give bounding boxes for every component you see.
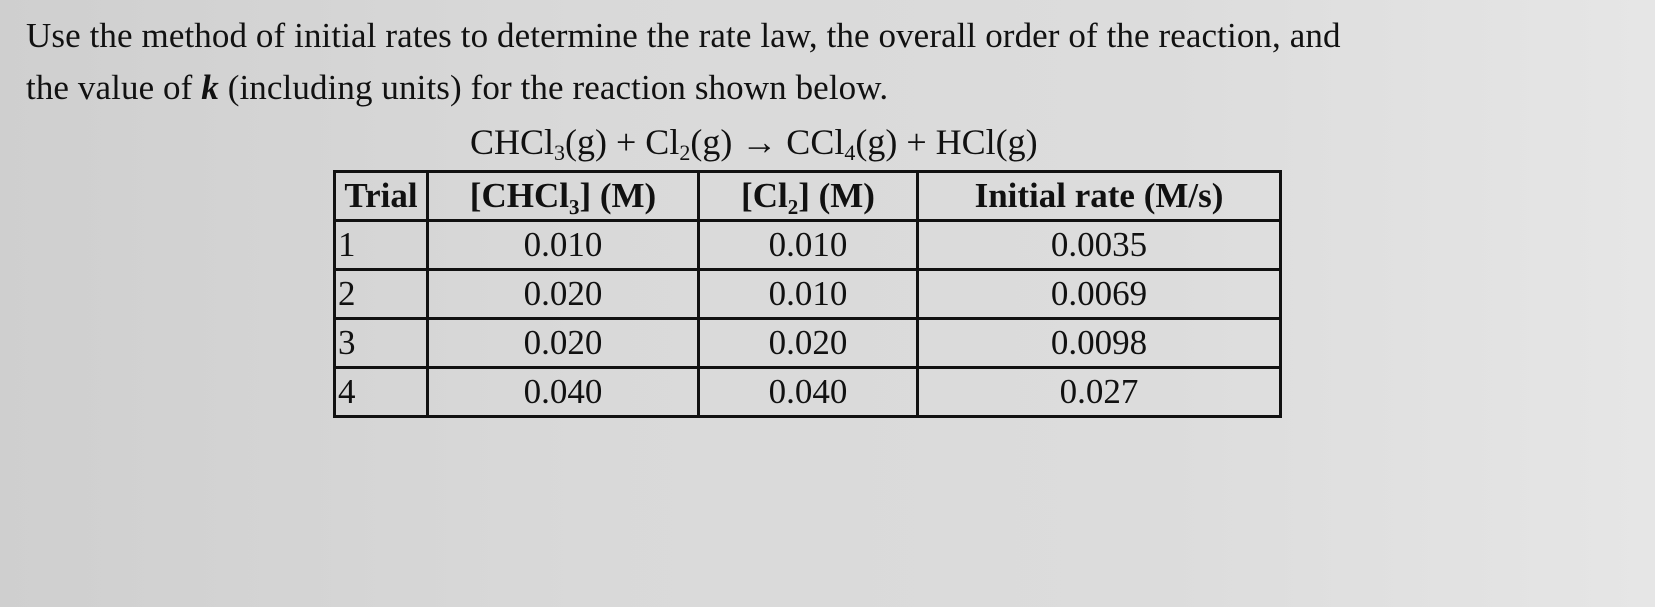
cell-chcl3: 0.040	[426, 366, 700, 418]
cell-rate: 0.027	[916, 366, 1282, 418]
problem-line-2-pre: the value of	[26, 68, 202, 107]
table-row: 3 0.020 0.020 0.0098	[333, 317, 1282, 369]
cell-trial: 1	[333, 219, 429, 271]
cell-trial: 2	[333, 268, 429, 320]
eq-part-4: (g) + HCl(g)	[855, 122, 1038, 162]
cell-rate: 0.0069	[916, 268, 1282, 320]
cell-chcl3: 0.020	[426, 268, 700, 320]
cell-cl2: 0.040	[697, 366, 919, 418]
eq-sub-3: 4	[844, 140, 856, 165]
eq-part-2: (g) + Cl	[565, 122, 680, 162]
eq-reactant-1: CHCl	[470, 122, 555, 162]
reaction-equation: CHCl3(g) + Cl2(g) → CCl4(g) + HCl(g)	[470, 120, 1038, 169]
problem-line-1: Use the method of initial rates to deter…	[26, 16, 1341, 55]
initial-rates-table: Trial [CHCl₃] (M) [Cl₂] (M) Initial rate…	[333, 170, 1282, 418]
header-trial: Trial	[333, 170, 429, 222]
table-row: 1 0.010 0.010 0.0035	[333, 219, 1282, 271]
eq-sub-1: 3	[554, 140, 566, 165]
table-header-row: Trial [CHCl₃] (M) [Cl₂] (M) Initial rate…	[333, 170, 1282, 222]
problem-line-2: the value of k (including units) for the…	[26, 62, 1626, 114]
header-cl2: [Cl₂] (M)	[697, 170, 919, 222]
eq-part-3: (g) → CCl	[690, 122, 845, 162]
cell-chcl3: 0.020	[426, 317, 700, 369]
cell-chcl3: 0.010	[426, 219, 700, 271]
cell-rate: 0.0098	[916, 317, 1282, 369]
cell-cl2: 0.010	[697, 219, 919, 271]
cell-rate: 0.0035	[916, 219, 1282, 271]
problem-statement: Use the method of initial rates to deter…	[26, 10, 1626, 114]
eq-sub-2: 2	[679, 140, 691, 165]
rate-constant-symbol: k	[201, 68, 219, 107]
cell-cl2: 0.010	[697, 268, 919, 320]
cell-trial: 4	[333, 366, 429, 418]
table-row: 2 0.020 0.010 0.0069	[333, 268, 1282, 320]
cell-trial: 3	[333, 317, 429, 369]
problem-line-2-post: (including units) for the reaction shown…	[218, 68, 889, 107]
table-row: 4 0.040 0.040 0.027	[333, 366, 1282, 418]
header-rate: Initial rate (M/s)	[916, 170, 1282, 222]
cell-cl2: 0.020	[697, 317, 919, 369]
header-chcl3: [CHCl₃] (M)	[426, 170, 700, 222]
